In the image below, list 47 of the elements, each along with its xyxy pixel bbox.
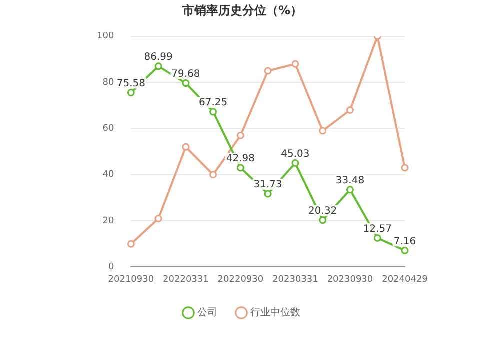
y-tick-label: 60 <box>102 124 114 134</box>
y-tick-label: 20 <box>102 216 114 226</box>
point <box>182 80 190 88</box>
legend-label: 公司 <box>198 306 218 319</box>
data-label: 75.58 <box>116 78 146 90</box>
data-label: 33.48 <box>336 176 365 187</box>
point <box>210 108 218 116</box>
point <box>401 164 409 172</box>
point <box>319 216 327 224</box>
y-tick-label: 0 <box>108 262 114 273</box>
data-label: 42.98 <box>226 154 256 165</box>
point <box>374 234 382 242</box>
data-label: 20.32 <box>308 206 338 217</box>
point <box>346 106 354 114</box>
x-tick-label: 20220930 <box>218 274 264 285</box>
x-tick-label: 20240429 <box>382 274 428 285</box>
point <box>264 67 272 75</box>
data-label: 7.16 <box>394 236 416 248</box>
point <box>401 246 409 254</box>
x-tick-label: 20210930 <box>108 274 154 285</box>
data-label: 45.03 <box>281 148 310 160</box>
point <box>154 62 162 70</box>
point <box>127 240 135 248</box>
point <box>292 60 300 68</box>
data-label: 79.68 <box>172 68 200 80</box>
point <box>210 171 218 179</box>
y-tick-label: 40 <box>102 170 114 180</box>
point <box>292 160 300 168</box>
point <box>264 190 272 198</box>
data-label: 86.99 <box>144 52 173 64</box>
point <box>236 164 244 172</box>
y-tick-label: 100 <box>96 32 114 42</box>
data-label: 31.73 <box>254 180 282 191</box>
point <box>319 127 327 135</box>
point <box>127 89 135 97</box>
point <box>236 132 244 140</box>
point <box>346 186 354 194</box>
data-label: 12.57 <box>363 224 392 235</box>
point <box>154 214 162 222</box>
legend-label: 行业中位数 <box>250 306 300 319</box>
x-tick-label: 20220331 <box>163 274 209 285</box>
y-tick-label: 80 <box>102 78 114 88</box>
point <box>182 143 190 151</box>
data-label: 67.25 <box>199 98 228 109</box>
chart-title: 市销率历史分位（%） <box>181 3 303 18</box>
x-tick-label: 20230930 <box>327 274 374 285</box>
x-tick-label: 20230331 <box>272 274 318 285</box>
